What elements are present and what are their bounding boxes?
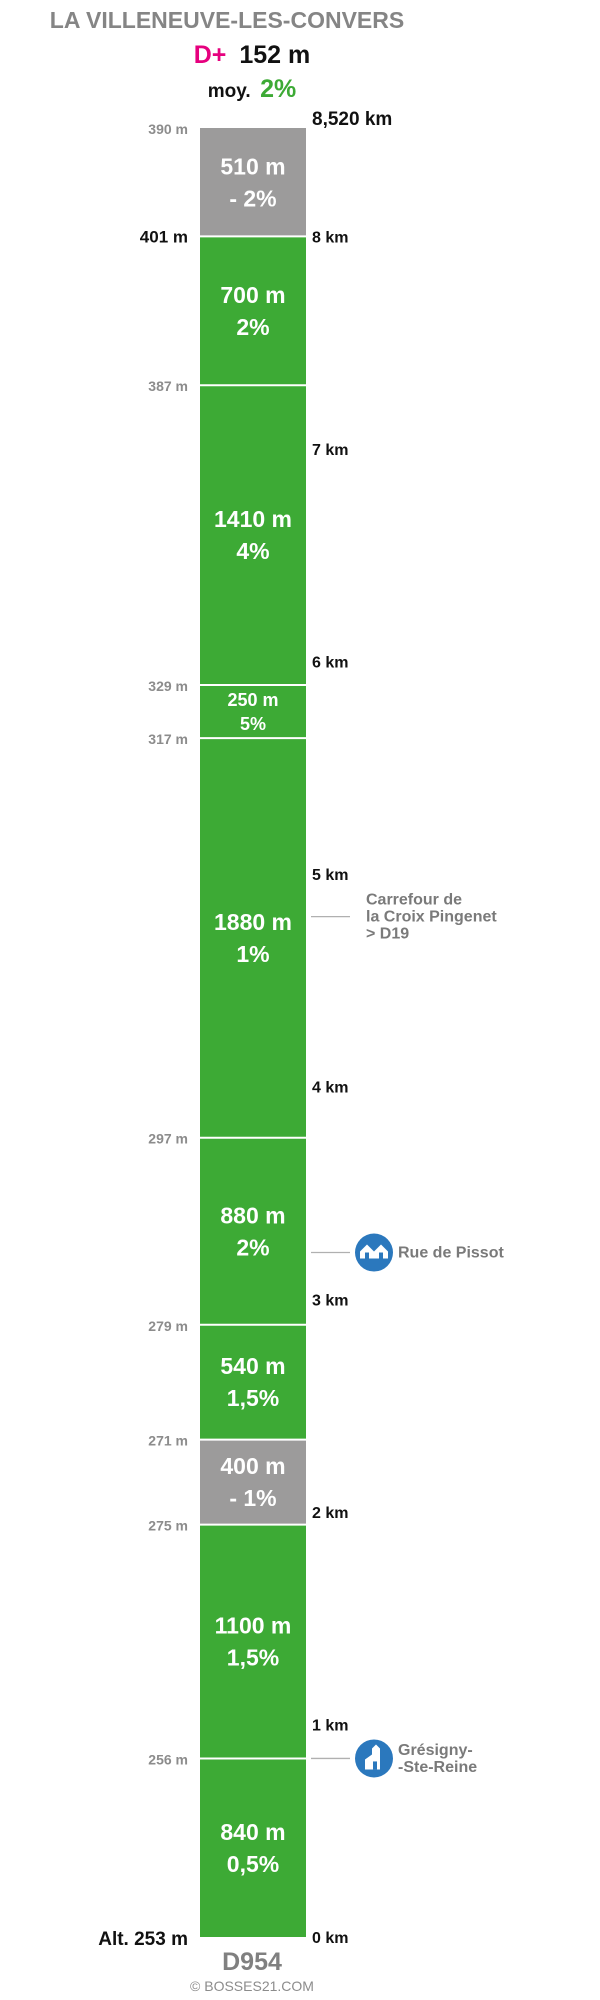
- segment-grade-label: - 1%: [229, 1485, 276, 1511]
- segment-bar: [200, 236, 306, 386]
- segment-bars: 840 m 0,5% 1100 m 1,5% 400 m - 1% 540 m 1,5% 880…: [200, 128, 306, 1937]
- km-notch: [306, 1075, 317, 1098]
- altitude-label: 329 m: [148, 678, 188, 694]
- altitude-label: 256 m: [148, 1751, 188, 1767]
- segment-grade-label: 2%: [236, 314, 269, 340]
- segment-length-label: 1100 m: [215, 1613, 292, 1639]
- average-grade: moy. 2%: [208, 75, 297, 103]
- poi-label: la Croix Pingenet: [366, 909, 497, 926]
- segment-bar: [200, 1137, 306, 1325]
- segment-bar: [200, 684, 306, 739]
- segment-bar: [200, 1524, 306, 1759]
- altitude-label: 297 m: [148, 1131, 188, 1147]
- altitude-label: 317 m: [148, 731, 188, 747]
- house-door: [365, 1252, 369, 1259]
- altitude-label: 401 m: [140, 227, 188, 246]
- km-marker-label: 3 km: [312, 1292, 348, 1309]
- average-grade-value: 2%: [260, 75, 296, 103]
- km-marker-label: 5 km: [312, 867, 348, 884]
- segment-grade-label: - 2%: [229, 185, 276, 211]
- segment-length-label: 700 m: [220, 282, 285, 308]
- altitude-label: 387 m: [148, 378, 188, 394]
- km-marker-label: 8 km: [312, 229, 348, 246]
- poi-marker: Rue de Pissot: [311, 1233, 504, 1272]
- segment-grade-label: 1,5%: [227, 1645, 279, 1671]
- segment-bar: [200, 1324, 306, 1440]
- poi-label: Rue de Pissot: [398, 1245, 504, 1262]
- segment-grade-label: 4%: [236, 538, 269, 564]
- segment-length-label: 510 m: [220, 153, 285, 179]
- poi-marker: Grésigny--Ste-Reine: [311, 1739, 477, 1778]
- km-marker-label: 0 km: [312, 1930, 348, 1947]
- segment-length-label: 1880 m: [214, 909, 292, 935]
- segment-bar: [200, 385, 306, 685]
- segment-grade-label: 0,5%: [227, 1851, 279, 1877]
- elevation-gain-label: D+: [194, 41, 227, 69]
- copyright: © BOSSES21.COM: [190, 1978, 314, 1994]
- distance-axis: 0 km 1 km 2 km 3 km 4 km 5 km 6 km 7 km 8 km 8,52…: [306, 109, 392, 1947]
- climb-title: LA VILLENEUVE-LES-CONVERS: [50, 7, 404, 33]
- poi-label: -Ste-Reine: [398, 1759, 477, 1776]
- altitude-axis: Alt. 253 m 256 m 275 m 271 m 279 m 297 m 317 m…: [98, 121, 188, 1950]
- segment-grade-label: 2%: [236, 1234, 269, 1260]
- segment-bar: [200, 738, 306, 1138]
- total-distance-label: 8,520 km: [312, 109, 392, 130]
- average-grade-label: moy.: [208, 81, 251, 102]
- poi-label: > D19: [366, 926, 409, 943]
- elevation-gain-value: 152 m: [239, 41, 310, 69]
- road-number: D954: [222, 1948, 282, 1976]
- altitude-label: 390 m: [148, 121, 188, 137]
- house-door: [379, 1252, 383, 1259]
- house-shape: [360, 1244, 374, 1259]
- km-marker-label: 4 km: [312, 1080, 348, 1097]
- house-shape: [374, 1244, 388, 1259]
- segment-length-label: 400 m: [220, 1453, 285, 1479]
- km-notch: [306, 437, 317, 460]
- elevation-gain: D+ 152 m: [194, 41, 311, 69]
- km-notch: [306, 863, 317, 886]
- km-marker-label: 6 km: [312, 655, 348, 672]
- km-marker-label: 1 km: [312, 1717, 348, 1734]
- altitude-label: 271 m: [148, 1433, 188, 1449]
- altitude-label: 279 m: [148, 1318, 188, 1334]
- segment-length-label: 840 m: [220, 1819, 285, 1845]
- segment-bar: [200, 128, 306, 237]
- altitude-label-start: Alt. 253 m: [98, 1929, 188, 1950]
- segment-length-label: 880 m: [220, 1202, 285, 1228]
- km-notch: [306, 1288, 317, 1311]
- km-notch: [306, 650, 317, 673]
- segment-bar: [200, 1758, 306, 1937]
- segment-bar: [200, 1439, 306, 1525]
- km-notch: [306, 225, 317, 248]
- church-door: [373, 1761, 377, 1770]
- km-notch: [306, 1500, 317, 1523]
- km-marker-label: 2 km: [312, 1505, 348, 1522]
- poi-label: Carrefour de: [366, 892, 462, 909]
- poi-label: Grésigny-: [398, 1742, 473, 1759]
- km-marker-label: 7 km: [312, 442, 348, 459]
- altitude-label: 275 m: [148, 1518, 188, 1534]
- segment-grade-label: 1%: [236, 941, 269, 967]
- km-notch: [306, 1713, 317, 1736]
- segment-grade-label: 1,5%: [227, 1385, 279, 1411]
- segment-grade-label: 5%: [240, 714, 266, 734]
- segment-length-label: 1410 m: [214, 506, 292, 532]
- segment-length-label: 540 m: [220, 1353, 285, 1379]
- segment-length-label: 250 m: [227, 690, 278, 710]
